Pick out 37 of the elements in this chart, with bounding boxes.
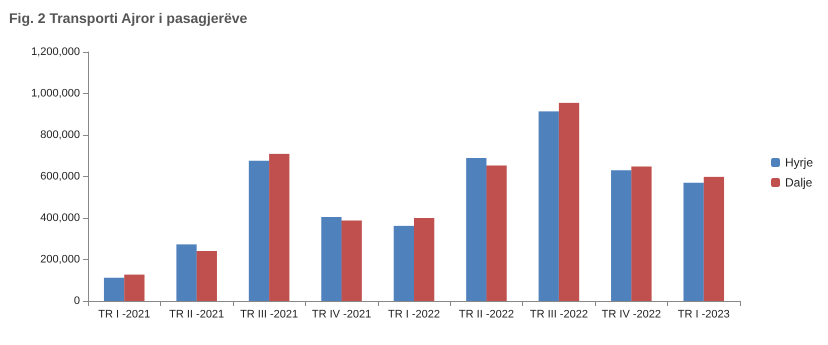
y-tick-label: 1,000,000 bbox=[31, 88, 80, 100]
bar bbox=[196, 250, 217, 301]
bar bbox=[683, 182, 704, 301]
y-tick-label: 800,000 bbox=[40, 129, 80, 141]
x-tick-label: TR I -2022 bbox=[388, 308, 440, 320]
x-tick-label: TR I -2023 bbox=[678, 308, 730, 320]
y-tick-label: 400,000 bbox=[40, 212, 80, 224]
bar bbox=[486, 166, 507, 301]
bar bbox=[321, 216, 342, 301]
y-tick-label: 600,000 bbox=[40, 170, 80, 182]
y-tick-label: 0 bbox=[74, 295, 80, 307]
bar bbox=[176, 244, 197, 301]
x-tick-label: TR III -2022 bbox=[530, 308, 588, 320]
bar bbox=[414, 218, 434, 301]
y-tick-label: 200,000 bbox=[40, 254, 80, 266]
bar bbox=[538, 111, 559, 301]
bar bbox=[631, 166, 652, 301]
x-tick-label: TR IV -2022 bbox=[602, 308, 661, 320]
bar bbox=[104, 278, 124, 301]
bar bbox=[124, 274, 145, 301]
y-tick-label: 1,200,000 bbox=[31, 46, 80, 58]
bar bbox=[248, 160, 270, 301]
x-tick-label: TR III -2021 bbox=[240, 308, 298, 320]
bar bbox=[394, 226, 414, 301]
bar bbox=[269, 154, 290, 301]
legend-label: Dalje bbox=[785, 176, 813, 190]
x-tick-label: TR II -2022 bbox=[458, 308, 514, 320]
x-tick-label: TR II -2021 bbox=[169, 308, 224, 320]
bar bbox=[466, 158, 486, 301]
bar bbox=[704, 176, 724, 301]
chart-title: Fig. 2 Transporti Ajror i pasagjerëve bbox=[9, 10, 248, 26]
bar bbox=[342, 220, 362, 301]
x-tick-label: TR IV -2021 bbox=[312, 308, 372, 320]
bar bbox=[611, 170, 632, 301]
legend-label: Hyrje bbox=[785, 156, 814, 170]
bar bbox=[558, 102, 580, 301]
x-tick-label: TR I -2021 bbox=[98, 308, 150, 320]
